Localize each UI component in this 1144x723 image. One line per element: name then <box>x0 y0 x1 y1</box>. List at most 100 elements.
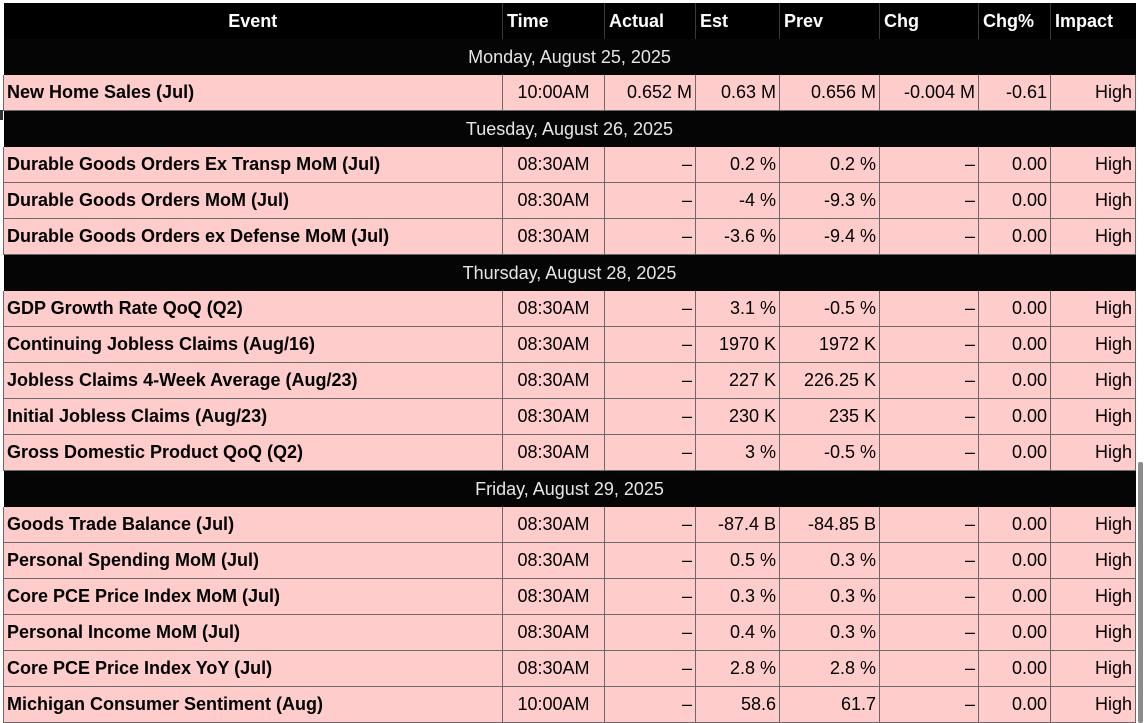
event-change-percent: 0.00 <box>978 434 1051 471</box>
event-change-percent: 0.00 <box>978 650 1051 687</box>
event-name: Durable Goods Orders Ex Transp MoM (Jul) <box>3 147 503 183</box>
event-actual: – <box>604 542 696 579</box>
event-name: Jobless Claims 4-Week Average (Aug/23) <box>3 362 503 399</box>
event-estimate: 1970 K <box>695 326 780 363</box>
event-time: 08:30AM <box>502 218 605 255</box>
event-impact: High <box>1050 434 1136 471</box>
event-time: 08:30AM <box>502 182 605 219</box>
event-change: – <box>879 362 979 399</box>
event-estimate: 0.2 % <box>695 147 780 183</box>
event-row[interactable]: New Home Sales (Jul) 10:00AM 0.652 M 0.63 M… <box>3 75 1136 111</box>
event-estimate: 0.5 % <box>695 542 780 579</box>
event-row[interactable]: Durable Goods Orders Ex Transp MoM (Jul)… <box>3 147 1136 183</box>
event-change-percent: 0.00 <box>978 326 1051 363</box>
event-row[interactable]: Core PCE Price Index YoY (Jul) 08:30AM –2.… <box>3 650 1136 687</box>
event-row[interactable]: Michigan Consumer Sentiment (Aug) 10:00AM… <box>3 686 1136 723</box>
event-row[interactable]: Durable Goods Orders MoM (Jul) 08:30AM – -4… <box>3 182 1136 219</box>
event-impact: High <box>1050 291 1136 327</box>
day-header-row: Thursday, August 28, 2025 <box>3 254 1136 291</box>
event-change-percent: 0.00 <box>978 578 1051 615</box>
event-change-percent: 0.00 <box>978 182 1051 219</box>
event-impact: High <box>1050 650 1136 687</box>
event-row[interactable]: Goods Trade Balance (Jul) 08:30AM – -87.4 B… <box>3 507 1136 543</box>
day-label: Thursday, August 28, 2025 <box>3 254 1136 291</box>
scrollbar-thumb[interactable] <box>1138 462 1143 723</box>
event-impact: High <box>1050 614 1136 651</box>
event-previous: 61.7 <box>779 686 880 723</box>
event-change: – <box>879 398 979 435</box>
event-impact: High <box>1050 398 1136 435</box>
vertical-scrollbar[interactable] <box>1137 0 1144 723</box>
event-actual: – <box>604 218 696 255</box>
column-header-event[interactable]: Event <box>3 3 503 39</box>
event-impact: High <box>1050 147 1136 183</box>
event-change-percent: 0.00 <box>978 542 1051 579</box>
event-row[interactable]: GDP Growth Rate QoQ (Q2) 08:30AM –3.1 % -0.… <box>3 291 1136 327</box>
day-label: Monday, August 25, 2025 <box>3 39 1136 75</box>
event-actual: – <box>604 614 696 651</box>
header-row: Event Time Actual Est Prev Chg Chg% Impa… <box>3 3 1136 39</box>
event-change: – <box>879 434 979 471</box>
event-previous: 0.3 % <box>779 578 880 615</box>
event-row[interactable]: Initial Jobless Claims (Aug/23) 08:30AM –2… <box>3 398 1136 435</box>
event-name: Goods Trade Balance (Jul) <box>3 507 503 543</box>
calendar-body: Monday, August 25, 2025 New Home Sales (J… <box>3 39 1136 723</box>
event-row[interactable]: Gross Domestic Product QoQ (Q2) 08:30AM –3… <box>3 434 1136 471</box>
event-name: Core PCE Price Index MoM (Jul) <box>3 578 503 615</box>
event-impact: High <box>1050 542 1136 579</box>
event-time: 08:30AM <box>502 578 605 615</box>
day-header-row: Tuesday, August 26, 2025 <box>3 110 1136 147</box>
event-estimate: 0.3 % <box>695 578 780 615</box>
event-impact: High <box>1050 362 1136 399</box>
column-header-time[interactable]: Time <box>502 3 605 39</box>
event-estimate: -87.4 B <box>695 507 780 543</box>
event-row[interactable]: Jobless Claims 4-Week Average (Aug/23) 08… <box>3 362 1136 399</box>
event-row[interactable]: Continuing Jobless Claims (Aug/16) 08:30A… <box>3 326 1136 363</box>
column-header-impact[interactable]: Impact <box>1050 3 1136 39</box>
event-change-percent: 0.00 <box>978 398 1051 435</box>
event-change-percent: 0.00 <box>978 686 1051 723</box>
event-actual: – <box>604 182 696 219</box>
event-change-percent: 0.00 <box>978 291 1051 327</box>
event-change: – <box>879 291 979 327</box>
event-impact: High <box>1050 218 1136 255</box>
event-time: 08:30AM <box>502 542 605 579</box>
event-actual: – <box>604 686 696 723</box>
event-time: 08:30AM <box>502 434 605 471</box>
event-row[interactable]: Durable Goods Orders ex Defense MoM (Jul… <box>3 218 1136 255</box>
event-name: New Home Sales (Jul) <box>3 75 503 111</box>
event-time: 08:30AM <box>502 614 605 651</box>
event-time: 08:30AM <box>502 507 605 543</box>
event-impact: High <box>1050 578 1136 615</box>
event-time: 08:30AM <box>502 291 605 327</box>
event-row[interactable]: Personal Income MoM (Jul) 08:30AM –0.4 % 0.… <box>3 614 1136 651</box>
column-header-est[interactable]: Est <box>695 3 780 39</box>
event-row[interactable]: Personal Spending MoM (Jul) 08:30AM –0.5 %… <box>3 542 1136 579</box>
event-row[interactable]: Core PCE Price Index MoM (Jul) 08:30AM –0.… <box>3 578 1136 615</box>
event-change: – <box>879 650 979 687</box>
column-header-actual[interactable]: Actual <box>604 3 696 39</box>
event-impact: High <box>1050 75 1136 111</box>
event-name: Durable Goods Orders MoM (Jul) <box>3 182 503 219</box>
event-change-percent: 0.00 <box>978 614 1051 651</box>
event-time: 08:30AM <box>502 362 605 399</box>
event-impact: High <box>1050 326 1136 363</box>
event-actual: – <box>604 147 696 183</box>
event-estimate: 0.4 % <box>695 614 780 651</box>
event-change: – <box>879 218 979 255</box>
column-header-chg-pct[interactable]: Chg% <box>978 3 1051 39</box>
event-actual: – <box>604 362 696 399</box>
column-header-chg[interactable]: Chg <box>879 3 979 39</box>
event-previous: 1972 K <box>779 326 880 363</box>
event-estimate: 2.8 % <box>695 650 780 687</box>
event-change-percent: 0.00 <box>978 218 1051 255</box>
event-previous: 0.656 M <box>779 75 880 111</box>
event-previous: -9.4 % <box>779 218 880 255</box>
event-change-percent: -0.61 <box>978 75 1051 111</box>
column-header-prev[interactable]: Prev <box>779 3 880 39</box>
day-label: Tuesday, August 26, 2025 <box>3 110 1136 147</box>
event-previous: 0.2 % <box>779 147 880 183</box>
event-estimate: 3 % <box>695 434 780 471</box>
event-name: Michigan Consumer Sentiment (Aug) <box>3 686 503 723</box>
